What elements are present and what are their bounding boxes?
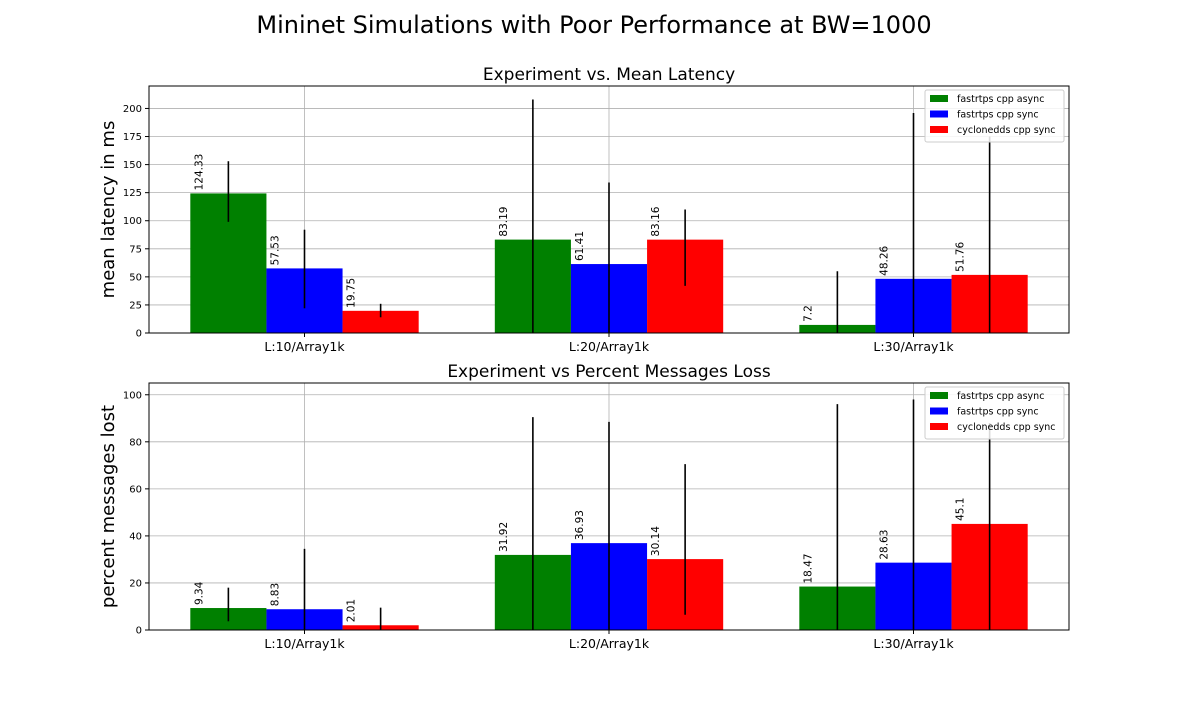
y-tick-label: 40 — [129, 531, 142, 542]
data-label: 124.33 — [193, 154, 205, 191]
y-tick-label: 50 — [129, 272, 142, 283]
bar — [342, 310, 419, 333]
data-label: 83.19 — [498, 207, 510, 237]
data-label: 28.63 — [878, 530, 890, 560]
latency-chart: 124.33 83.19 7.2 57.53 61.41 48.26 19.75 83.16 5… — [98, 65, 1070, 354]
legend-entry: fastrtps cpp async — [957, 391, 1044, 402]
y-tick-label: 25 — [129, 300, 142, 311]
figure-title: Mininet Simulations with Poor Performanc… — [256, 11, 931, 39]
data-label: 7.2 — [802, 305, 814, 322]
data-label: 2.01 — [346, 599, 358, 622]
y-tick-label: 80 — [129, 437, 142, 448]
legend-entry: cyclonedds cpp sync — [957, 125, 1056, 136]
y-tick-label: 150 — [123, 160, 142, 171]
data-label: 61.41 — [574, 231, 586, 261]
data-label: 48.26 — [878, 245, 890, 275]
data-label: 36.93 — [574, 510, 586, 540]
legend-swatch — [930, 407, 948, 415]
data-label: 9.34 — [193, 581, 205, 605]
data-label: 83.16 — [650, 206, 662, 236]
x-tick-label: L:30/Array1k — [873, 636, 954, 651]
y-tick-label: 100 — [123, 390, 142, 401]
y-tick-label: 60 — [129, 484, 142, 495]
chart-title: Experiment vs Percent Messages Loss — [447, 362, 771, 382]
y-tick-label: 200 — [123, 104, 142, 115]
x-tick-label: L:10/Array1k — [264, 636, 345, 651]
x-tick-label: L:20/Array1k — [569, 636, 650, 651]
legend-swatch — [930, 423, 948, 430]
data-label: 8.83 — [269, 583, 281, 606]
legend-box — [924, 386, 1065, 440]
x-tick-label: L:20/Array1k — [569, 339, 650, 354]
y-tick-label: 75 — [129, 244, 142, 255]
loss-chart: 9.34 31.92 18.47 8.83 36.93 28.63 2.01 30.14 45.… — [98, 362, 1070, 651]
y-tick-label: 0 — [136, 329, 142, 340]
legend-swatch — [930, 110, 948, 118]
legend-swatch — [930, 392, 948, 399]
y-tick-label: 175 — [123, 132, 142, 143]
legend-swatch — [930, 126, 948, 133]
legend: fastrtps cpp async fastrtps cpp sync cyclo… — [924, 89, 1065, 143]
data-label: 30.14 — [650, 526, 662, 556]
legend-entry: fastrtps cpp sync — [957, 407, 1039, 418]
legend-entry: cyclonedds cpp sync — [957, 422, 1056, 433]
x-tick-label: L:30/Array1k — [873, 339, 954, 354]
legend-box — [924, 89, 1065, 143]
y-tick-label: 20 — [129, 578, 142, 589]
data-label: 18.47 — [802, 553, 814, 583]
data-label: 19.75 — [346, 278, 358, 308]
legend-entry: fastrtps cpp async — [957, 94, 1044, 105]
y-axis-label: mean latency in ms — [98, 121, 119, 299]
legend-swatch — [930, 95, 948, 102]
chart-title: Experiment vs. Mean Latency — [483, 65, 735, 85]
x-tick-label: L:10/Array1k — [264, 339, 345, 354]
data-label: 51.76 — [955, 242, 967, 272]
legend-entry: fastrtps cpp sync — [957, 110, 1039, 121]
legend: fastrtps cpp async fastrtps cpp sync cyclo… — [924, 386, 1065, 440]
y-tick-label: 125 — [123, 188, 142, 199]
data-label: 57.53 — [269, 235, 281, 265]
y-tick-label: 100 — [123, 216, 142, 227]
data-label: 31.92 — [498, 522, 510, 552]
data-label: 45.1 — [955, 498, 967, 521]
y-tick-label: 0 — [136, 626, 142, 637]
y-axis-label: percent messages lost — [98, 405, 119, 608]
